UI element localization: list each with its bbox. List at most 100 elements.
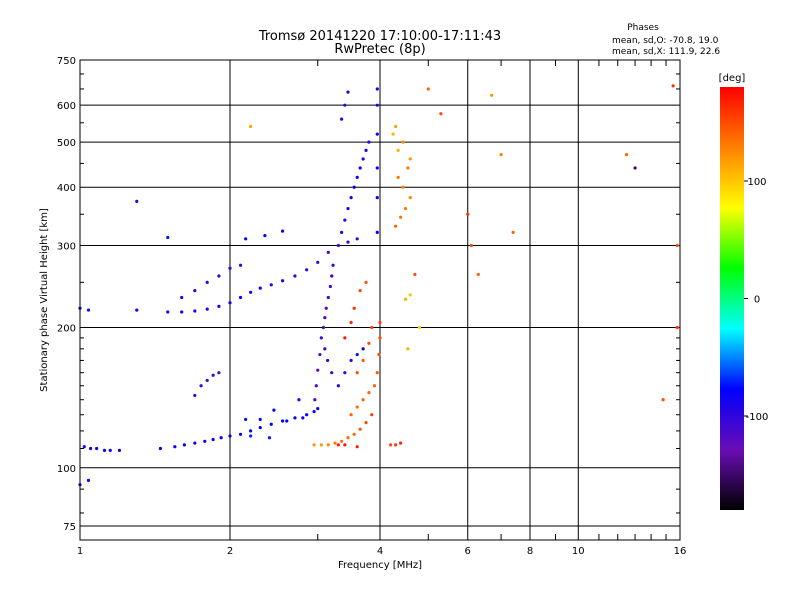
data-point-o: [316, 406, 320, 411]
data-point-o: [86, 478, 91, 482]
data-point-o: [258, 286, 262, 290]
data-point-o: [180, 295, 184, 300]
x-tick-label: 4: [377, 546, 383, 557]
data-point-o: [193, 393, 197, 398]
data-point-o: [158, 446, 163, 451]
data-point-x: [466, 212, 470, 216]
data-point-o: [88, 446, 93, 451]
data-point-x: [499, 152, 503, 157]
data-point-o: [323, 316, 327, 320]
data-point-o: [336, 243, 340, 248]
data-point-x: [469, 243, 473, 248]
data-point-o: [244, 417, 248, 422]
data-point-x: [349, 320, 353, 325]
data-point-o: [211, 373, 215, 377]
data-point-x: [490, 93, 494, 97]
data-point-x: [399, 441, 403, 445]
data-point-x: [343, 443, 347, 447]
data-point-x: [671, 84, 675, 88]
colorbar: [720, 87, 744, 510]
data-point-o: [217, 304, 221, 308]
data-point-o: [280, 279, 285, 283]
data-point-o: [211, 437, 215, 442]
data-point-o: [228, 266, 232, 270]
data-point-o: [330, 274, 334, 278]
x-tick-label: 6: [465, 546, 471, 557]
data-point-x: [343, 336, 347, 340]
data-point-o: [375, 132, 379, 136]
data-point-o: [193, 309, 197, 313]
data-point-o: [328, 284, 332, 289]
x-tick-label: 10: [572, 546, 585, 557]
data-point-x: [312, 443, 316, 447]
data-point-x: [364, 280, 368, 284]
data-point-o: [305, 413, 309, 417]
data-point-x: [391, 132, 395, 136]
y-tick-label: 100: [57, 464, 76, 475]
points-layer: [78, 84, 679, 487]
data-point-x: [401, 185, 405, 189]
data-point-o: [349, 196, 353, 200]
data-point-o: [367, 140, 371, 144]
data-point-o: [340, 117, 344, 121]
data-point-o: [135, 199, 139, 203]
data-point-o: [102, 448, 107, 452]
data-point-x: [401, 140, 405, 144]
colorbar-tick-label: -100: [746, 412, 769, 423]
data-point-x: [439, 112, 443, 116]
data-point-x: [408, 196, 412, 200]
data-point-x: [417, 325, 422, 330]
data-point-x: [633, 166, 637, 170]
data-point-o: [330, 371, 334, 375]
data-point-x: [346, 436, 350, 440]
data-point-x: [388, 443, 393, 447]
data-point-o: [326, 250, 330, 254]
data-point-o: [117, 448, 122, 452]
data-point-o: [375, 103, 379, 107]
y-tick-label: 500: [57, 138, 76, 149]
data-point-x: [358, 289, 362, 293]
data-point-o: [135, 308, 139, 312]
data-point-x: [406, 347, 410, 351]
y-tick-label: 200: [57, 324, 76, 335]
phases-o-line: mean, sd,O: -70.8, 19.0: [612, 36, 719, 46]
data-point-o: [336, 384, 340, 388]
colorbar-tick-label: 100: [747, 177, 766, 188]
colorbar-tick-label: 0: [754, 295, 760, 306]
data-point-o: [361, 347, 365, 351]
x-axis-label: Frequency [MHz]: [338, 560, 422, 571]
data-point-x: [413, 272, 417, 277]
data-point-x: [476, 272, 480, 277]
data-point-x: [394, 224, 398, 228]
data-point-x: [511, 230, 515, 234]
data-point-o: [321, 325, 326, 330]
data-point-o: [285, 419, 289, 423]
data-point-o: [272, 408, 276, 412]
data-point-x: [249, 124, 253, 129]
data-point-x: [364, 421, 368, 425]
data-point-o: [238, 295, 243, 300]
y-tick-labels: 75 100 200 300 400 500 600 750: [57, 56, 76, 533]
chart-title: Tromsø 20141220 17:10:00-17:11:43: [258, 29, 501, 44]
data-point-o: [219, 436, 223, 440]
data-point-o: [355, 352, 359, 357]
x-tick-label: 16: [674, 546, 687, 557]
grid-layer: [79, 59, 681, 540]
data-point-o: [314, 384, 318, 388]
data-point-o: [205, 280, 209, 284]
data-point-o: [326, 295, 330, 300]
data-point-x: [408, 293, 412, 297]
y-tick-label: 400: [57, 183, 76, 194]
data-point-x: [358, 427, 362, 431]
data-point-x: [378, 320, 382, 325]
data-point-x: [394, 443, 398, 447]
data-point-o: [258, 417, 262, 422]
data-point-o: [217, 371, 221, 375]
data-point-o: [305, 268, 309, 272]
data-point-x: [361, 398, 365, 402]
x-tick-label: 2: [227, 546, 233, 557]
data-point-o: [364, 148, 368, 152]
data-point-x: [378, 336, 382, 340]
chart-subtitle: RwPretec (8p): [334, 42, 425, 57]
data-point-o: [228, 434, 232, 438]
